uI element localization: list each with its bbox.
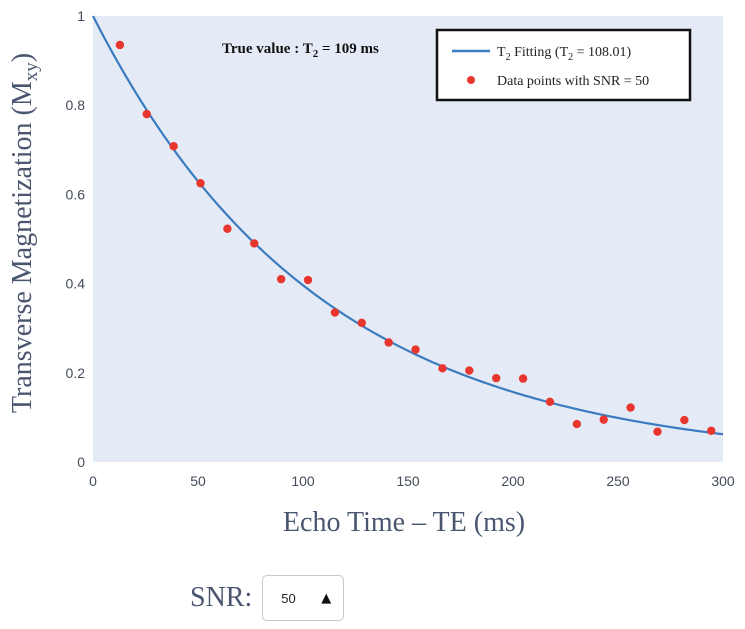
x-tick-label: 0 [89,473,97,489]
data-point [492,373,501,383]
data-point [599,415,608,424]
data-points [115,40,716,436]
y-tick-label: 1 [77,8,85,24]
y-tick-label: 0.8 [66,97,86,113]
legend-box [435,28,692,102]
data-point [465,366,474,375]
legend-dot-swatch [467,76,475,84]
data-point [518,374,528,383]
legend-entry-fit: T2 Fitting (T2 = 108.01) [497,45,632,63]
data-point [545,397,555,406]
data-point [276,274,286,284]
data-point [653,427,662,436]
y-tick-label: 0.4 [66,276,86,292]
y-tick-label: 0 [77,454,85,470]
x-tick-label: 150 [396,473,420,489]
data-point [169,142,178,151]
x-tick-label: 200 [501,473,525,489]
legend: T2 Fitting (T2 = 108.01) Data points wit… [435,28,692,102]
triangle-up-icon: ▲ [321,590,332,606]
snr-selected-value: 50 [281,590,296,606]
data-point [303,275,313,285]
data-point [330,308,340,317]
data-point [707,426,716,435]
data-point [357,318,366,328]
y-tick-label: 0.2 [66,365,86,381]
data-point [223,224,232,233]
data-point [572,419,582,429]
x-axis-title: Echo Time – TE (ms) [283,507,525,538]
x-tick-label: 300 [711,473,735,489]
data-point [626,403,635,412]
x-tick-label: 50 [190,473,206,489]
data-point [250,239,259,248]
y-tick-label: 0.6 [66,186,86,202]
data-point [438,364,447,373]
snr-label: SNR: [190,582,253,613]
data-point [411,345,420,354]
data-point [196,179,205,188]
y-axis-ticks: 0 0.2 0.4 0.6 0.8 1 [66,8,86,470]
x-tick-label: 100 [291,473,315,489]
data-point [142,109,151,119]
x-tick-label: 250 [606,473,630,489]
data-point [384,338,393,347]
x-axis-ticks: 0 50 100 150 200 250 300 [89,473,735,489]
legend-entry-points: Data points with SNR = 50 [497,74,649,89]
data-point [680,415,689,425]
snr-select[interactable]: 50 ▲ [262,575,345,621]
snr-control: SNR: 50 ▲ [190,574,345,622]
t2-decay-chart: 0 0.2 0.4 0.6 0.8 1 0 50 100 150 200 250 300 True v… [7,8,735,538]
true-value-annotation: True value : T2 = 109 ms [222,41,379,60]
y-axis-title: Transverse Magnetization (Mxy) [7,53,42,413]
data-point [115,40,125,50]
